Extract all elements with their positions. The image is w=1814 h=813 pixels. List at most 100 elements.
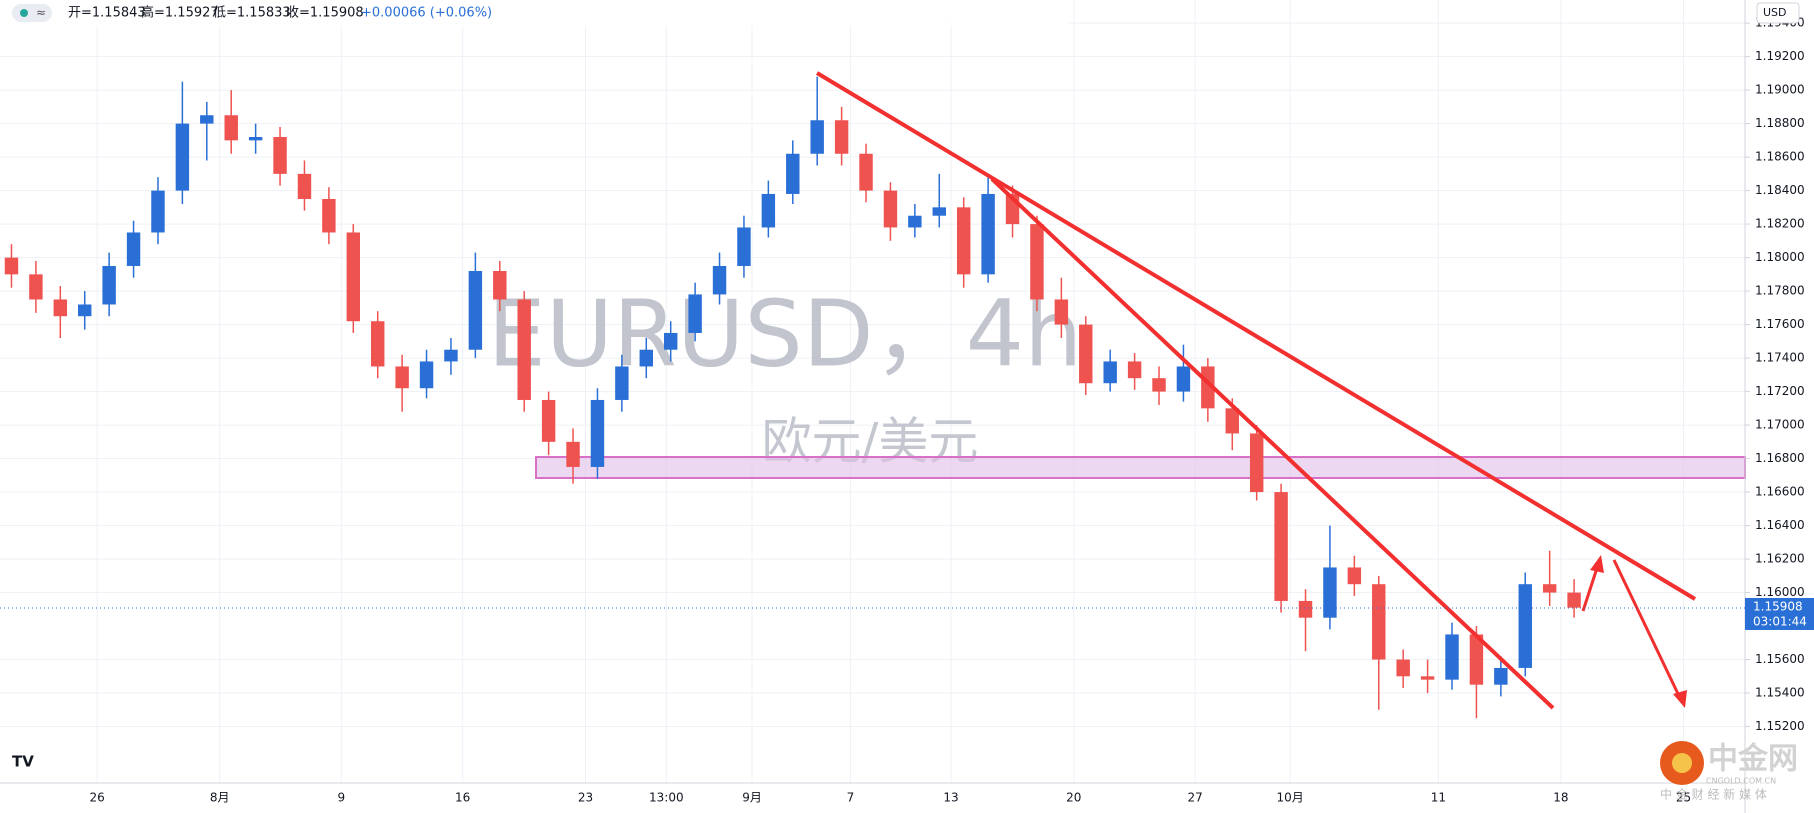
candle-body <box>883 190 898 228</box>
candle-body <box>175 123 190 191</box>
candle-body <box>273 137 287 174</box>
ohlc-high: 高=1.15927 <box>141 5 219 21</box>
x-tick-label: 16 <box>455 791 470 805</box>
candle-body <box>566 441 580 467</box>
ohlc-change: +0.00066 (+0.06%) <box>361 6 492 21</box>
candle-body <box>1176 366 1191 392</box>
candle-body <box>1518 584 1532 668</box>
candle-body <box>4 257 19 275</box>
candle-body <box>590 399 605 467</box>
y-tick-label: 1.17800 <box>1755 284 1805 298</box>
status-dot <box>20 9 28 17</box>
y-tick-label: 1.17200 <box>1755 384 1805 398</box>
candle-body <box>102 265 116 305</box>
x-tick-label: 23 <box>578 791 593 805</box>
candle-body <box>1274 492 1288 601</box>
x-tick-label: 25 <box>1676 791 1691 805</box>
candle-body <box>53 299 68 317</box>
y-tick-label: 1.18200 <box>1755 217 1805 231</box>
ohlc-low: 低=1.15833 <box>213 6 291 21</box>
arrow[interactable] <box>1612 559 1682 699</box>
candle-body <box>1249 433 1264 493</box>
candle-body <box>322 198 336 233</box>
candle-body <box>1323 567 1337 618</box>
candle-body <box>859 153 873 191</box>
y-tick-label: 1.18600 <box>1755 150 1805 164</box>
candle-body <box>1542 584 1557 593</box>
last-price-box <box>1745 597 1814 630</box>
candle-body <box>639 349 654 367</box>
logo-tagline: 中 金 财 经 新 媒 体 <box>1660 787 1767 802</box>
candle-body <box>1298 600 1313 618</box>
candle-body <box>810 120 824 154</box>
candle-body <box>1494 667 1508 685</box>
y-tick-label: 1.18800 <box>1755 116 1805 130</box>
watermark-symbol: EURUSD，4h <box>488 280 1083 387</box>
y-tick-label: 1.15200 <box>1755 719 1805 733</box>
currency-button[interactable] <box>1756 2 1800 24</box>
candles <box>4 76 1581 719</box>
y-tick-label: 1.16200 <box>1755 552 1805 566</box>
candle-body <box>395 366 409 389</box>
x-tick-label: 20 <box>1066 791 1081 805</box>
arrow-head <box>1673 690 1687 708</box>
candle-body <box>1054 299 1069 325</box>
arrow-head <box>1590 555 1604 573</box>
currency-label: USD <box>1763 6 1787 19</box>
candle-body <box>1347 567 1362 585</box>
candle-body <box>1567 592 1581 608</box>
candle-body <box>224 115 238 141</box>
tv-logo[interactable] <box>8 748 38 774</box>
candle-body <box>297 173 312 199</box>
last-price-label: 1.15908 <box>1753 599 1803 613</box>
y-tick-label: 1.19000 <box>1755 83 1805 97</box>
trend-line[interactable] <box>815 71 1697 601</box>
y-tick-label: 1.17000 <box>1755 418 1805 432</box>
x-tick-label: 13 <box>943 791 958 805</box>
x-tick-label: 26 <box>90 791 105 805</box>
y-tick-label: 1.16400 <box>1755 518 1805 532</box>
candle-body <box>517 299 531 400</box>
y-tick-label: 1.17400 <box>1755 351 1805 365</box>
status-pill[interactable] <box>12 4 52 22</box>
candle-body <box>663 332 678 350</box>
arrow[interactable] <box>1581 564 1600 612</box>
candle-body <box>1152 378 1166 392</box>
x-tick-label: 10月 <box>1276 791 1303 805</box>
x-tick-label: 11 <box>1431 791 1446 805</box>
x-tick-label: 18 <box>1553 791 1568 805</box>
candle-body <box>126 232 141 266</box>
y-tick-label: 1.17600 <box>1755 317 1805 331</box>
trend-line[interactable] <box>990 177 1555 710</box>
support-zone[interactable] <box>535 456 1746 479</box>
candle-body <box>786 153 800 194</box>
candle-body <box>908 215 922 228</box>
candle-body <box>981 193 995 275</box>
candle-body <box>1079 324 1093 384</box>
candle-body <box>1030 224 1044 300</box>
y-tick-label: 1.15600 <box>1755 652 1805 666</box>
candle-body <box>444 349 458 362</box>
y-tick-label: 1.18000 <box>1755 250 1805 264</box>
candle-body <box>1445 634 1459 680</box>
candle-body <box>493 270 507 300</box>
candle-body <box>615 366 629 400</box>
tv-logo-mark: TV <box>12 753 34 771</box>
candle-body <box>468 270 483 350</box>
x-tick-label: 8月 <box>210 791 230 805</box>
x-tick-label: 13:00 <box>649 791 684 805</box>
candle-body <box>1396 659 1410 677</box>
candle-body <box>419 361 434 389</box>
candle-body <box>956 207 971 275</box>
candle-body <box>712 265 727 295</box>
ohlc-open: 开=1.15843 <box>68 6 146 21</box>
y-tick-label: 1.16000 <box>1755 585 1805 599</box>
ohlc-close: 收=1.15908 <box>286 6 364 21</box>
candle-body <box>1420 676 1435 680</box>
candle-body <box>1127 361 1142 379</box>
candle-body <box>1225 408 1239 434</box>
candle-body <box>1103 361 1117 384</box>
legend-bar <box>0 0 1070 26</box>
